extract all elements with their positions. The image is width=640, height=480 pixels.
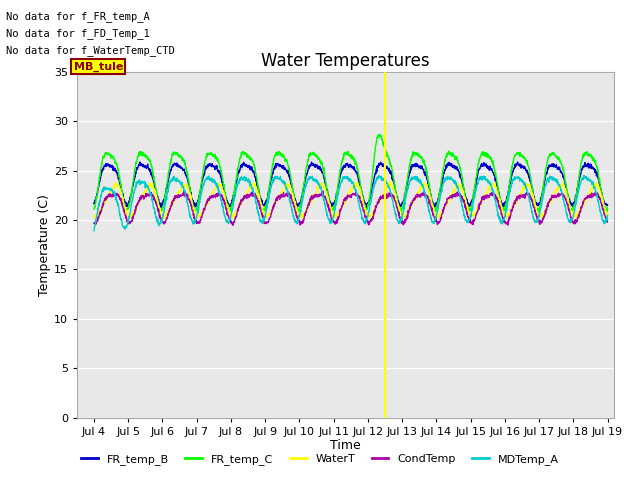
Text: No data for f_FR_temp_A: No data for f_FR_temp_A <box>6 11 150 22</box>
Title: Water Temperatures: Water Temperatures <box>261 52 430 71</box>
WaterT <box>604 214 611 219</box>
FR_temp_B <box>326 199 334 204</box>
MDTemp_A <box>90 228 98 234</box>
FR_temp_B <box>340 164 348 169</box>
FR_temp_C <box>589 158 597 164</box>
Line: FR_temp_B: FR_temp_B <box>94 162 607 208</box>
CondTemp <box>604 217 611 223</box>
Line: WaterT: WaterT <box>94 182 607 219</box>
FR_temp_C <box>589 156 596 162</box>
FR_temp_B <box>157 205 165 211</box>
Legend: FR_temp_B, FR_temp_C, WaterT, CondTemp, MDTemp_A: FR_temp_B, FR_temp_C, WaterT, CondTemp, … <box>77 450 563 469</box>
MDTemp_A <box>340 176 348 181</box>
CondTemp <box>340 197 348 203</box>
Y-axis label: Temperature (C): Temperature (C) <box>38 194 51 296</box>
WaterT <box>116 187 124 193</box>
WaterT <box>495 195 502 201</box>
FR_temp_C <box>495 189 502 194</box>
CondTemp <box>90 220 98 226</box>
WaterT <box>387 179 395 185</box>
Text: No data for f_WaterTemp_CTD: No data for f_WaterTemp_CTD <box>6 45 175 56</box>
MDTemp_A <box>604 212 611 218</box>
CondTemp <box>116 197 124 203</box>
MDTemp_A <box>589 179 596 184</box>
FR_temp_C <box>90 206 98 212</box>
MDTemp_A <box>580 172 588 178</box>
FR_temp_B <box>90 201 98 206</box>
WaterT <box>340 202 348 208</box>
FR_temp_C <box>375 132 383 137</box>
WaterT <box>589 185 597 191</box>
FR_temp_B <box>604 202 611 208</box>
Line: MDTemp_A: MDTemp_A <box>94 175 607 231</box>
WaterT <box>92 216 99 222</box>
FR_temp_C <box>340 154 348 160</box>
FR_temp_C <box>534 209 542 215</box>
FR_temp_B <box>589 166 597 171</box>
CondTemp <box>495 204 502 209</box>
Line: CondTemp: CondTemp <box>94 191 607 225</box>
CondTemp <box>229 222 237 228</box>
FR_temp_C <box>326 202 334 207</box>
CondTemp <box>327 213 335 218</box>
FR_temp_B <box>116 181 124 187</box>
CondTemp <box>589 193 596 199</box>
FR_temp_B <box>514 159 522 165</box>
FR_temp_B <box>589 165 596 171</box>
MDTemp_A <box>495 211 502 217</box>
FR_temp_C <box>116 179 124 184</box>
X-axis label: Time: Time <box>330 439 361 453</box>
MDTemp_A <box>589 179 596 185</box>
CondTemp <box>589 192 597 197</box>
CondTemp <box>319 188 326 194</box>
MDTemp_A <box>326 218 334 224</box>
FR_temp_B <box>495 189 502 195</box>
WaterT <box>326 203 334 208</box>
Text: MB_tule: MB_tule <box>74 61 123 72</box>
Line: FR_temp_C: FR_temp_C <box>94 134 607 212</box>
Text: No data for f_FD_Temp_1: No data for f_FD_Temp_1 <box>6 28 150 39</box>
WaterT <box>589 184 596 190</box>
MDTemp_A <box>116 212 124 218</box>
FR_temp_C <box>604 205 611 211</box>
WaterT <box>90 213 98 219</box>
